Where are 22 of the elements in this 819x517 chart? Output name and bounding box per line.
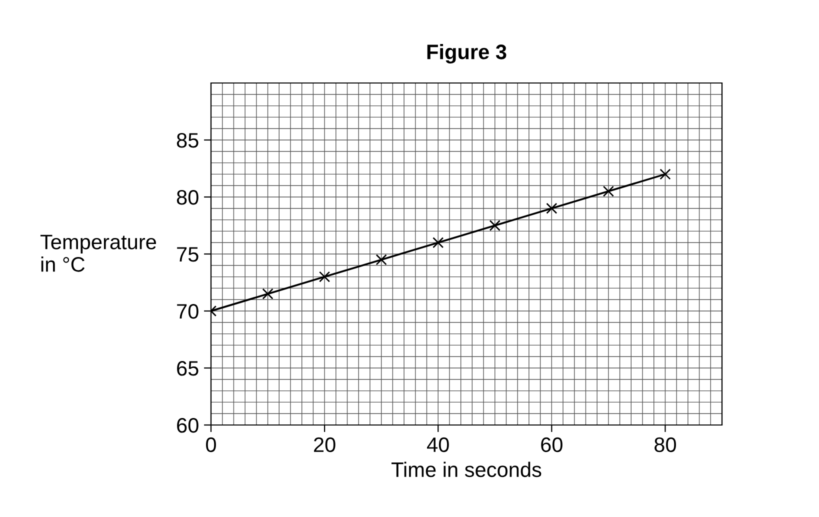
point xyxy=(546,202,558,214)
y-axis-title: Temperature in °C xyxy=(40,234,156,272)
point xyxy=(376,254,387,266)
y-tick-label: 70 xyxy=(177,304,198,319)
y-tick-label: 85 xyxy=(176,133,198,148)
x-tick-label: 20 xyxy=(314,437,336,452)
x-tick-label: 60 xyxy=(541,437,562,452)
point xyxy=(489,220,500,232)
point xyxy=(602,186,614,197)
y-tick-label: 75 xyxy=(177,247,198,262)
chart-title: Figure 3 xyxy=(427,44,506,64)
x-axis-title: Time in seconds xyxy=(392,462,542,478)
point xyxy=(432,237,444,248)
point xyxy=(319,271,330,282)
x-tick-label: 40 xyxy=(427,437,449,452)
point xyxy=(660,168,671,180)
y-tick-label: 80 xyxy=(176,190,198,205)
x-tick-label: 80 xyxy=(654,437,676,452)
point xyxy=(262,288,274,300)
x-tick-label: 0 xyxy=(206,437,216,452)
y-tick-label: 60 xyxy=(177,418,198,433)
y-tick-label: 65 xyxy=(177,361,198,376)
